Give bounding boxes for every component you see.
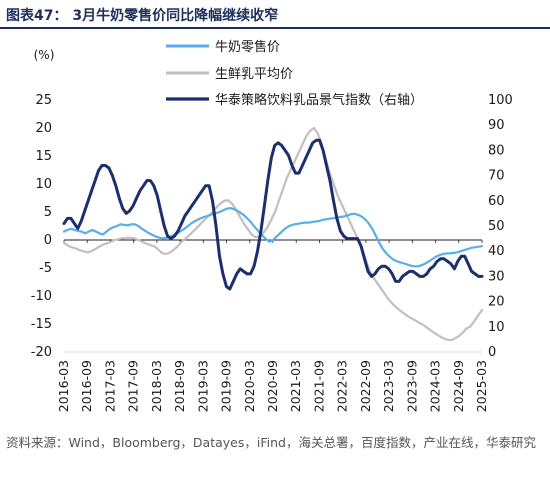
series-layer	[62, 126, 484, 342]
title-divider	[0, 27, 550, 29]
left-tick-label: -5	[39, 261, 52, 276]
series-line-2	[62, 126, 484, 342]
left-tick-label: 20	[35, 121, 52, 136]
legend-label-1: 牛奶零售价	[215, 39, 280, 55]
right-tick-label: 80	[488, 143, 505, 158]
left-tick-label: 25	[35, 93, 52, 108]
x-tick-label: 2017-09	[126, 360, 141, 412]
x-tick-label: 2016-03	[56, 360, 71, 412]
right-tick-label: 0	[488, 345, 496, 360]
series-line-1	[62, 207, 484, 268]
left-tick-label: 0	[44, 233, 52, 248]
legend-label-3: 华泰策略饮料乳品景气指数（右轴）	[215, 92, 423, 108]
right-tick-label: 30	[488, 269, 505, 284]
x-tick-label: 2021-09	[311, 360, 326, 412]
chart-title: 图表47： 3月牛奶零售价同比降幅继续收窄	[6, 8, 279, 24]
right-tick-label: 50	[488, 219, 505, 234]
x-tick-label: 2017-03	[102, 360, 117, 412]
right-tick-label: 90	[488, 118, 505, 133]
right-tick-label: 10	[488, 320, 505, 335]
right-tick-label: 40	[488, 244, 505, 259]
right-tick-label: 70	[488, 169, 505, 184]
right-tick-label: 20	[488, 295, 505, 310]
right-tick-label: 60	[488, 194, 505, 209]
left-tick-label: -15	[31, 317, 52, 332]
left-tick-label: -10	[31, 289, 52, 304]
x-tick-label: 2025-03	[474, 360, 489, 412]
title-bar: 图表47： 3月牛奶零售价同比降幅继续收窄	[0, 0, 550, 29]
left-tick-label: 5	[44, 205, 52, 220]
x-tick-label: 2022-03	[335, 360, 350, 412]
legend-label-2: 生鲜乳平均价	[215, 67, 293, 82]
x-tick-label: 2018-09	[172, 360, 187, 412]
x-tick-label: 2016-09	[79, 360, 94, 412]
line-chart: (%) 2520151050-5-10-15-20100908070605040…	[31, 39, 513, 412]
x-tick-label: 2024-09	[451, 360, 466, 412]
x-tick-label: 2023-09	[404, 360, 419, 412]
x-tick-label: 2019-09	[219, 360, 234, 412]
x-tick-label: 2020-03	[242, 360, 257, 412]
x-tick-label: 2019-03	[195, 360, 210, 412]
series-line-3	[62, 138, 484, 291]
x-tick-label: 2018-03	[149, 360, 164, 412]
x-tick-label: 2022-09	[358, 360, 373, 412]
axis-layer: 2520151050-5-10-15-201009080706050403020…	[31, 93, 513, 412]
left-tick-label: -20	[31, 345, 52, 360]
x-tick-label: 2024-03	[428, 360, 443, 412]
left-tick-label: 10	[35, 177, 52, 192]
left-tick-label: 15	[35, 149, 52, 164]
x-tick-label: 2020-09	[265, 360, 280, 412]
x-tick-label: 2023-03	[381, 360, 396, 412]
left-axis-unit: (%)	[34, 48, 55, 62]
source-note: 资料来源：Wind，Bloomberg，Datayes，iFind，海关总署，百…	[6, 435, 536, 450]
x-tick-label: 2021-03	[288, 360, 303, 412]
right-tick-label: 100	[488, 93, 513, 108]
